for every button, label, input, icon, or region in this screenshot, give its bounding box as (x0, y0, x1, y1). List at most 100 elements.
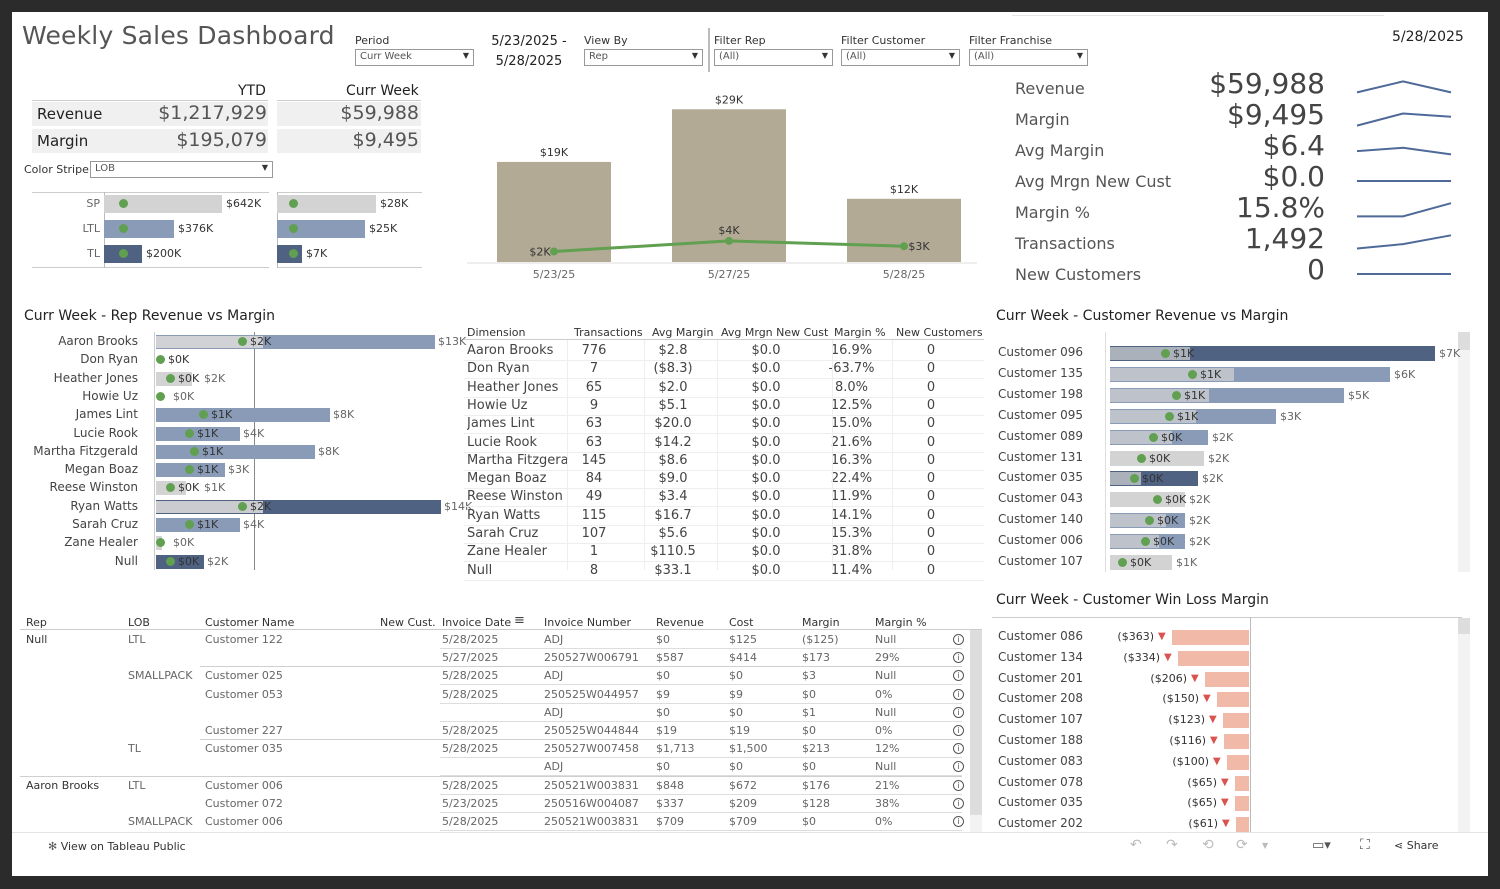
rep-table-cell: 12.5% (830, 397, 873, 413)
customer-label: Customer 035 (998, 470, 1084, 485)
sort-icon[interactable]: ≡ (514, 613, 525, 628)
scrollbar-thumb[interactable] (1458, 618, 1470, 634)
kpi-value: $59,988 (1209, 67, 1325, 100)
down-triangle-icon: ▼ (1210, 735, 1218, 746)
customer-margin-dot (1130, 474, 1139, 484)
info-icon[interactable]: i (953, 816, 964, 827)
redo-button[interactable]: ↷ (1166, 837, 1178, 853)
rep-table-header: Avg Margin (652, 326, 714, 339)
customer-margin-value: $1K (1184, 388, 1206, 402)
lob-label: TL (87, 247, 100, 260)
rep-table-cell: $16.7 (654, 507, 692, 523)
rep-table-name: Howie Uz (467, 397, 528, 413)
rep-table-cell: 21.6% (830, 434, 873, 450)
winloss-customer-label: Customer 086 (998, 629, 1084, 643)
winloss-value: ($100) (1172, 754, 1209, 768)
info-icon[interactable]: i (953, 670, 964, 682)
kpi-sparkline (1356, 146, 1452, 156)
kpi-sparkline (1356, 80, 1452, 94)
rep-table-cell: -63.7% (828, 361, 875, 377)
filter-divider (708, 28, 710, 72)
filter-franchise-value: (All) (974, 51, 995, 62)
customer-margin-dot (1172, 390, 1181, 400)
filter-rep-select[interactable]: (All) ▼ (714, 49, 833, 66)
rep-margin-value: $0K (178, 554, 200, 568)
color-stripe-value: LOB (95, 163, 115, 174)
present-button[interactable]: ▭▾ (1312, 838, 1331, 853)
detail-header: New Cust. (380, 616, 436, 629)
rep-margin-dot (185, 520, 194, 529)
detail-cell-inv: 250525W044957 (544, 687, 639, 701)
scrollbar[interactable] (1458, 332, 1470, 572)
kpi-sparkline-path (1356, 146, 1452, 156)
undo-button[interactable]: ↶ (1130, 837, 1142, 853)
detail-cell-lob: LTL (128, 633, 146, 646)
view-by-select[interactable]: Rep ▼ (584, 49, 703, 66)
filter-franchise-select[interactable]: (All) ▼ (969, 49, 1088, 66)
detail-cell-date: 5/27/2025 (442, 651, 499, 665)
rep-margin-value: $1K (197, 463, 219, 477)
rep-margin-value: $2K (250, 499, 272, 513)
period-select[interactable]: Curr Week ▼ (355, 49, 474, 66)
kpi-sparkline (1357, 202, 1452, 218)
winloss-value: ($206) (1150, 671, 1187, 685)
lob-ytd-margin-dot (119, 224, 128, 233)
info-icon[interactable]: i (953, 743, 964, 755)
lob-bar-chart: SP $642K $28K LTL $376K $25K TL $200K $7K (32, 192, 422, 270)
down-triangle-icon: ▼ (1213, 755, 1221, 767)
info-icon[interactable]: i (953, 779, 964, 791)
rep-label: Martha Fitzgerald (33, 443, 138, 458)
revert-button[interactable]: ⟲ (1202, 837, 1214, 853)
scrollbar-thumb[interactable] (1458, 332, 1470, 350)
filter-customer-select[interactable]: (All) ▼ (841, 49, 960, 66)
scrollbar-thumb[interactable] (970, 630, 982, 815)
winloss-value: ($65) (1187, 775, 1217, 789)
customer-label: Customer 095 (998, 407, 1084, 422)
customer-margin-dot (1188, 369, 1197, 379)
detail-cell-margin: $213 (802, 742, 830, 756)
detail-row-line (440, 684, 962, 686)
fullscreen-icon[interactable]: ⛶ (1360, 837, 1370, 853)
detail-cell-rev: $0 (656, 705, 670, 719)
chevron-down-icon: ▼ (1076, 51, 1083, 60)
view-on-tableau-link[interactable]: ✻ View on Tableau Public (48, 840, 186, 853)
rep-table-row-line (464, 360, 984, 361)
info-icon[interactable]: i (953, 652, 964, 664)
customer-label: Customer 006 (998, 533, 1084, 548)
detail-cell-rev: $1,713 (656, 742, 695, 756)
rep-revenue-chart: Aaron Brooks $2K $13K Don Ryan $0K Heather Jo… (20, 332, 472, 570)
rep-label: Howie Uz (82, 388, 138, 403)
rep-revenue-value: $0K (173, 536, 195, 550)
info-icon[interactable]: i (953, 725, 964, 736)
info-icon[interactable]: i (953, 706, 964, 718)
detail-row-line (440, 720, 962, 722)
detail-cell-rev: $709 (656, 815, 684, 828)
rep-revenue-value: $4K (243, 518, 265, 531)
detail-cell-date: 5/28/2025 (442, 633, 499, 646)
detail-row-line (440, 757, 962, 759)
customer-margin-value: $0K (1161, 430, 1183, 444)
detail-cell-inv: ADJ (544, 760, 564, 774)
rep-margin-dot (156, 391, 165, 401)
lob-curr-bar (277, 195, 376, 213)
customer-margin-value: $1K (1177, 409, 1199, 423)
refresh-button[interactable]: ⟳ (1236, 837, 1248, 853)
rep-table-name: Reese Winston (467, 489, 563, 505)
rep-label: Null (114, 553, 138, 568)
winloss-customer-label: Customer 201 (998, 670, 1084, 685)
winloss-bar (1235, 775, 1249, 791)
refresh-dropdown-icon[interactable]: ▼ (1262, 841, 1269, 850)
share-button[interactable]: ⋖ Share (1394, 839, 1438, 852)
color-stripe-select[interactable]: LOB ▼ (90, 161, 273, 178)
rep-label: Don Ryan (80, 352, 138, 367)
scrollbar[interactable] (1458, 618, 1470, 832)
rep-table-cell: 0 (926, 452, 936, 468)
detail-cell-date: 5/28/2025 (442, 742, 499, 756)
info-icon[interactable]: i (953, 797, 964, 809)
winloss-customer-label: Customer 188 (998, 733, 1084, 747)
revenue-bar (672, 109, 786, 262)
rep-table-cell: 115 (581, 507, 607, 523)
info-icon[interactable]: i (953, 761, 964, 773)
info-icon[interactable]: i (953, 688, 964, 700)
info-icon[interactable]: i (953, 634, 964, 645)
